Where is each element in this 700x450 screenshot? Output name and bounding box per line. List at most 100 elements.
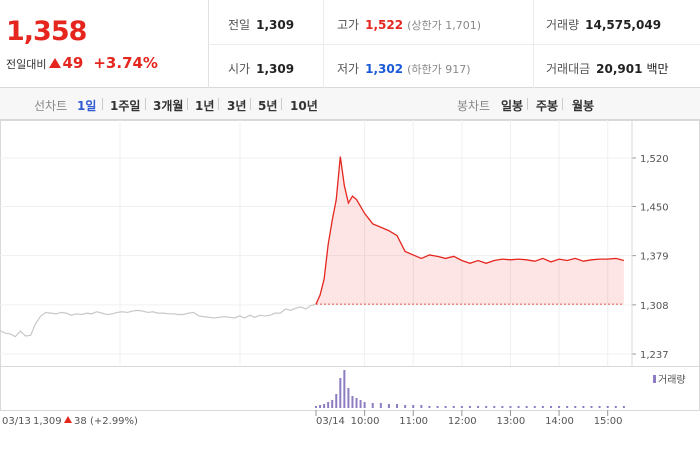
volume-bar xyxy=(614,406,617,408)
tab-separator xyxy=(102,98,103,110)
volume-bar xyxy=(379,403,382,408)
tab-monthly-candle[interactable]: 월봉 xyxy=(572,99,595,113)
volume-bar xyxy=(327,402,330,408)
volume-bar xyxy=(566,406,569,408)
tab-5y[interactable]: 5년 xyxy=(258,99,278,113)
volume-bar xyxy=(582,406,585,408)
price-box: 1,358 전일대비 49 +3.74% xyxy=(0,0,209,88)
y-tick-label: 1,308 xyxy=(640,301,669,312)
high-info: 고가 1,522 (상한가 1,701) xyxy=(337,18,481,32)
tab-separator xyxy=(218,98,219,110)
volume-bar xyxy=(339,378,342,408)
up-triangle-icon xyxy=(49,58,62,68)
volume-panel-border xyxy=(0,366,700,411)
volume-bar xyxy=(396,404,399,408)
tab-separator xyxy=(281,98,282,110)
volume-bar xyxy=(371,403,374,408)
x-tick-label: 14:00 xyxy=(545,416,574,427)
tab-1y[interactable]: 1년 xyxy=(195,99,215,113)
current-price: 1,358 xyxy=(6,16,87,47)
price-change-pct: +3.74% xyxy=(93,54,158,72)
volume-bar xyxy=(452,406,455,408)
tab-daily-candle[interactable]: 일봉 xyxy=(501,99,524,113)
volume-bar xyxy=(363,402,366,408)
volume-bar xyxy=(485,406,488,408)
y-tick-label: 1,450 xyxy=(640,202,669,213)
volume-bar xyxy=(323,404,326,408)
x-tick-label: 13:00 xyxy=(496,416,525,427)
volume-info: 거래량 14,575,049 xyxy=(546,18,662,32)
volume-bar xyxy=(315,406,317,408)
line-chart-label: 선차트 xyxy=(34,99,68,113)
today-price-line xyxy=(315,156,625,305)
tab-separator xyxy=(527,98,528,110)
volume-legend-swatch xyxy=(653,375,656,383)
volume-bar xyxy=(525,406,528,408)
info-column-divider xyxy=(533,0,534,88)
chart-period-tabs: 선차트 1일 1주일 3개월 1년 3년 5년 10년 봉차트 일봉 주봉 월봉 xyxy=(0,88,700,120)
x-tick-label: 10:00 xyxy=(351,416,380,427)
tab-separator xyxy=(562,98,563,110)
prev-session-line xyxy=(0,303,317,338)
prev-session-close: 1,309 xyxy=(33,416,62,427)
tab-weekly-candle[interactable]: 주봉 xyxy=(536,99,559,113)
price-change: 49 xyxy=(62,54,84,72)
amount-info: 거래대금 20,901 백만 xyxy=(546,62,669,76)
low-info: 저가 1,302 (하한가 917) xyxy=(337,62,471,76)
volume-bar xyxy=(428,406,431,408)
tab-10y[interactable]: 10년 xyxy=(290,99,318,113)
volume-bar xyxy=(404,405,407,408)
volume-bar xyxy=(412,405,415,408)
volume-bar xyxy=(558,406,561,408)
volume-bar xyxy=(549,406,552,408)
open-info: 시가 1,309 xyxy=(228,62,295,76)
up-triangle-icon xyxy=(64,416,72,423)
volume-bar xyxy=(590,406,593,408)
change-label: 전일대비 xyxy=(6,58,47,71)
price-change-row: 전일대비 49 +3.74% xyxy=(6,54,158,72)
today-area-fill xyxy=(316,156,624,305)
info-divider xyxy=(210,44,700,45)
volume-bar xyxy=(533,406,536,408)
tab-3m[interactable]: 3개월 xyxy=(153,99,184,113)
y-tick-label: 1,379 xyxy=(640,252,669,263)
volume-bar xyxy=(460,406,463,408)
x-tick-label: 15:00 xyxy=(594,416,623,427)
volume-bar xyxy=(343,370,346,408)
volume-bar xyxy=(622,406,625,408)
volume-bar xyxy=(444,406,447,408)
volume-bar xyxy=(509,406,512,408)
volume-bar xyxy=(319,405,322,408)
volume-bar xyxy=(347,388,350,408)
volume-bar xyxy=(359,400,362,408)
tab-3y[interactable]: 3년 xyxy=(227,99,247,113)
volume-bar xyxy=(331,400,334,408)
volume-bar xyxy=(517,406,520,408)
info-column-divider xyxy=(323,0,324,88)
stock-summary-panel: 1,358 전일대비 49 +3.74% 전일 1,309 고가 1,522 (상한가 1… xyxy=(0,0,700,88)
volume-bar xyxy=(541,406,544,408)
volume-bar xyxy=(351,396,354,408)
tab-separator xyxy=(187,98,188,110)
x-tick-label: 12:00 xyxy=(448,416,477,427)
candle-chart-label: 봉차트 xyxy=(457,99,491,113)
today-date: 03/14 xyxy=(316,416,345,427)
prev-session-change: 38 xyxy=(74,416,87,427)
volume-bar xyxy=(574,406,577,408)
prev-session-change-pct: (+2.99%) xyxy=(90,416,138,427)
volume-bar xyxy=(501,406,504,408)
tab-1d[interactable]: 1일 xyxy=(77,99,97,113)
volume-bar xyxy=(493,406,496,408)
prev-close-info: 전일 1,309 xyxy=(228,18,295,32)
volume-bar xyxy=(436,406,439,408)
volume-bar xyxy=(606,406,609,408)
volume-legend-label: 거래량 xyxy=(658,374,686,386)
volume-bar xyxy=(387,404,390,408)
y-tick-label: 1,520 xyxy=(640,154,669,165)
x-tick-label: 11:00 xyxy=(399,416,428,427)
prev-session-date: 03/13 xyxy=(2,416,31,427)
y-tick-label: 1,237 xyxy=(640,350,669,361)
tab-1w[interactable]: 1주일 xyxy=(110,99,141,113)
intraday-chart: 1,520 1,450 1,379 1,308 1,237 거래량 03/13 1,309 38… xyxy=(0,120,700,427)
volume-bar xyxy=(598,406,601,408)
